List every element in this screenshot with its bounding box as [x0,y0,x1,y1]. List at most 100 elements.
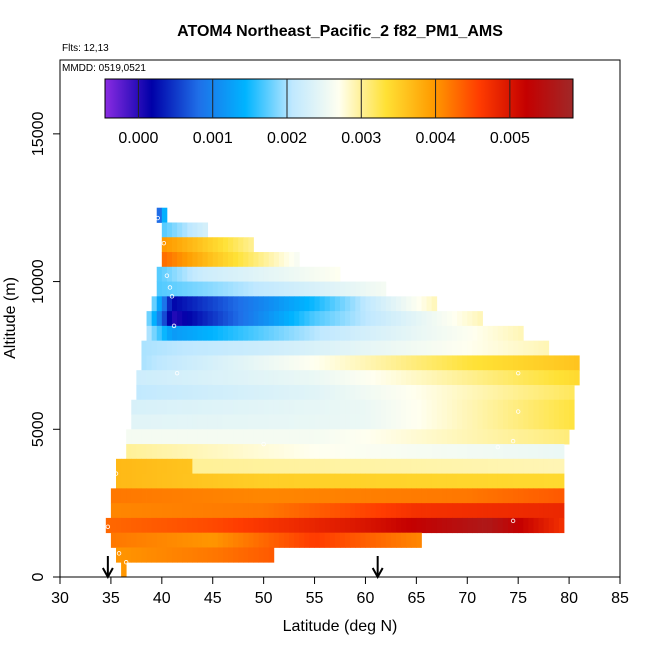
heatmap-cell [156,503,163,519]
heatmap-cell [446,384,453,401]
heatmap-cell [523,399,529,415]
heatmap-cell [385,325,392,342]
heatmap-cell [253,384,259,401]
heatmap-cell [492,458,499,474]
heatmap-cell [268,399,275,415]
observation-points [105,215,572,565]
heatmap-cell [212,517,219,534]
observation-point [261,441,266,447]
heatmap-cell [441,384,448,401]
heatmap-cell [467,444,473,460]
heatmap-cell [243,429,249,445]
observation-point [161,240,167,246]
heatmap-cell [477,399,483,415]
heatmap-cell [472,503,478,519]
heatmap-cell [538,429,545,445]
heatmap-cell [166,311,173,327]
heatmap-cell [406,325,412,342]
heatmap-cell [334,444,341,460]
heatmap-cell [253,355,259,371]
heatmap-cell [136,429,142,445]
heatmap-cell [528,488,534,504]
heatmap-cell [126,517,132,534]
heatmap-cell [375,311,382,327]
heatmap-cell [172,266,178,282]
heatmap-cell [375,340,382,356]
arrow-head [371,567,384,580]
heatmap-cell [436,429,443,445]
heatmap-cell [273,429,280,445]
heatmap-cell [156,296,163,312]
heatmap-cell [294,458,300,474]
heatmap-cell [548,488,555,504]
heatmap-cell [431,370,438,386]
heatmap-cell [294,488,300,504]
heatmap-cell [467,325,473,342]
heatmap-cell [457,429,463,445]
heatmap-cell [406,473,412,489]
heatmap-cell [411,444,417,460]
heatmap-cell [161,517,168,534]
heatmap-cell [482,414,489,430]
heatmap-cell [487,473,494,489]
heatmap-cell [502,399,509,415]
heatmap-cell [161,547,168,563]
heatmap-cell [294,503,300,519]
heatmap-cell [411,384,417,401]
heatmap-cell [482,355,489,371]
heatmap-cell [543,517,550,534]
heatmap-cell [452,503,458,519]
heatmap-cell [329,370,336,386]
heatmap-cell [299,311,305,327]
heatmap-cell [324,296,331,312]
heatmap-cell [222,252,229,268]
heatmap-cell [441,340,448,356]
heatmap-cell [268,311,275,327]
heatmap-cell [273,252,280,268]
heatmap-cell [161,503,168,519]
heatmap-cell [523,355,529,371]
heatmap-cell [340,296,346,312]
heatmap-cell [355,370,361,386]
heatmap-cell [406,488,412,504]
heatmap-cell [380,340,387,356]
heatmap-cell [380,444,387,460]
heatmap-cell [212,370,219,386]
heatmap-cell [492,384,499,401]
heatmap-cell [518,503,524,519]
heatmap-cell [131,414,137,430]
heatmap-cell [462,414,468,430]
heatmap-cell [401,296,407,312]
heatmap-cell [156,281,163,297]
heatmap-cell [294,355,300,371]
heatmap-cell [253,399,259,415]
heatmap-cell [222,532,229,548]
heatmap-cell [177,311,183,327]
heatmap-cell [309,355,315,371]
heatmap-cell [406,458,412,474]
heatmap-cell [319,429,326,445]
heatmap-cell [518,429,524,445]
heatmap-cell [238,503,244,519]
heatmap-cell [207,458,214,474]
heatmap-cell [564,355,570,371]
heatmap-cell [253,252,259,268]
heatmap-cell [345,473,351,489]
heatmap-cell [411,532,417,548]
heatmap-cell [141,532,147,548]
heatmap-cell [217,370,224,386]
heatmap-cell [543,384,550,401]
heatmap-cell [192,384,198,401]
heatmap-cell [370,281,377,297]
observation-point [495,444,501,450]
heatmap-cell [375,473,382,489]
heatmap-cell [151,473,158,489]
heatmap-cell [222,399,229,415]
heatmap-cell [345,503,351,519]
heatmap-cell [360,444,366,460]
heatmap-cell [197,503,203,519]
heatmap-cell [187,296,193,312]
heatmap-cell [446,311,453,327]
heatmap-cell [370,517,377,534]
heatmap-cell [172,311,178,327]
